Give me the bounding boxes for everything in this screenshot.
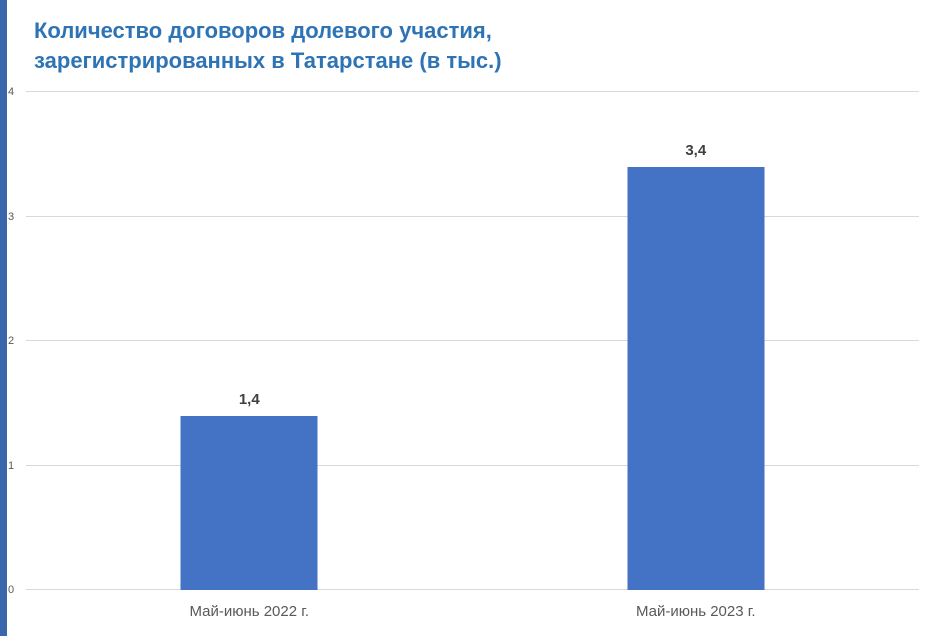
y-tick-label: 4 [8,86,15,98]
y-tick-label: 2 [8,335,15,347]
gridline-y-4 [26,91,919,92]
gridline-y-2 [26,340,919,341]
chart-title: Количество договоров долевого участия, з… [34,16,594,76]
y-tick-label: 3 [8,210,15,223]
bar-value-label: 3,4 [685,141,707,159]
bar [627,166,765,590]
plot-area: 0 1 2 3 4 1,4 Май-июнь 2022 г. 3,4 Май-июнь 202… [8,86,920,620]
bars-layer: 1,4 Май-июнь 2022 г. 3,4 Май-июнь 2023 г. [26,92,920,620]
category-label: Май-июнь 2023 г. [635,603,756,620]
gridline-y-3 [26,215,919,217]
gridline-y-1 [26,464,919,466]
bar-value-label: 1,4 [238,390,260,408]
y-tick-label: 1 [8,459,15,472]
bar-slot: 1,4 Май-июнь 2022 г. [26,92,473,620]
bar [180,415,318,590]
y-tick-label: 0 [8,584,15,596]
chart-title-line-2: зарегистрированных в Татарстане (в тыс.) [34,48,502,73]
bar-slot: 3,4 Май-июнь 2023 г. [473,92,920,620]
category-label: Май-июнь 2022 г. [189,603,310,620]
page-left-edge-bar [0,0,7,636]
gridline-y-0 [26,589,919,590]
chart-title-line-1: Количество договоров долевого участия, [34,18,492,43]
